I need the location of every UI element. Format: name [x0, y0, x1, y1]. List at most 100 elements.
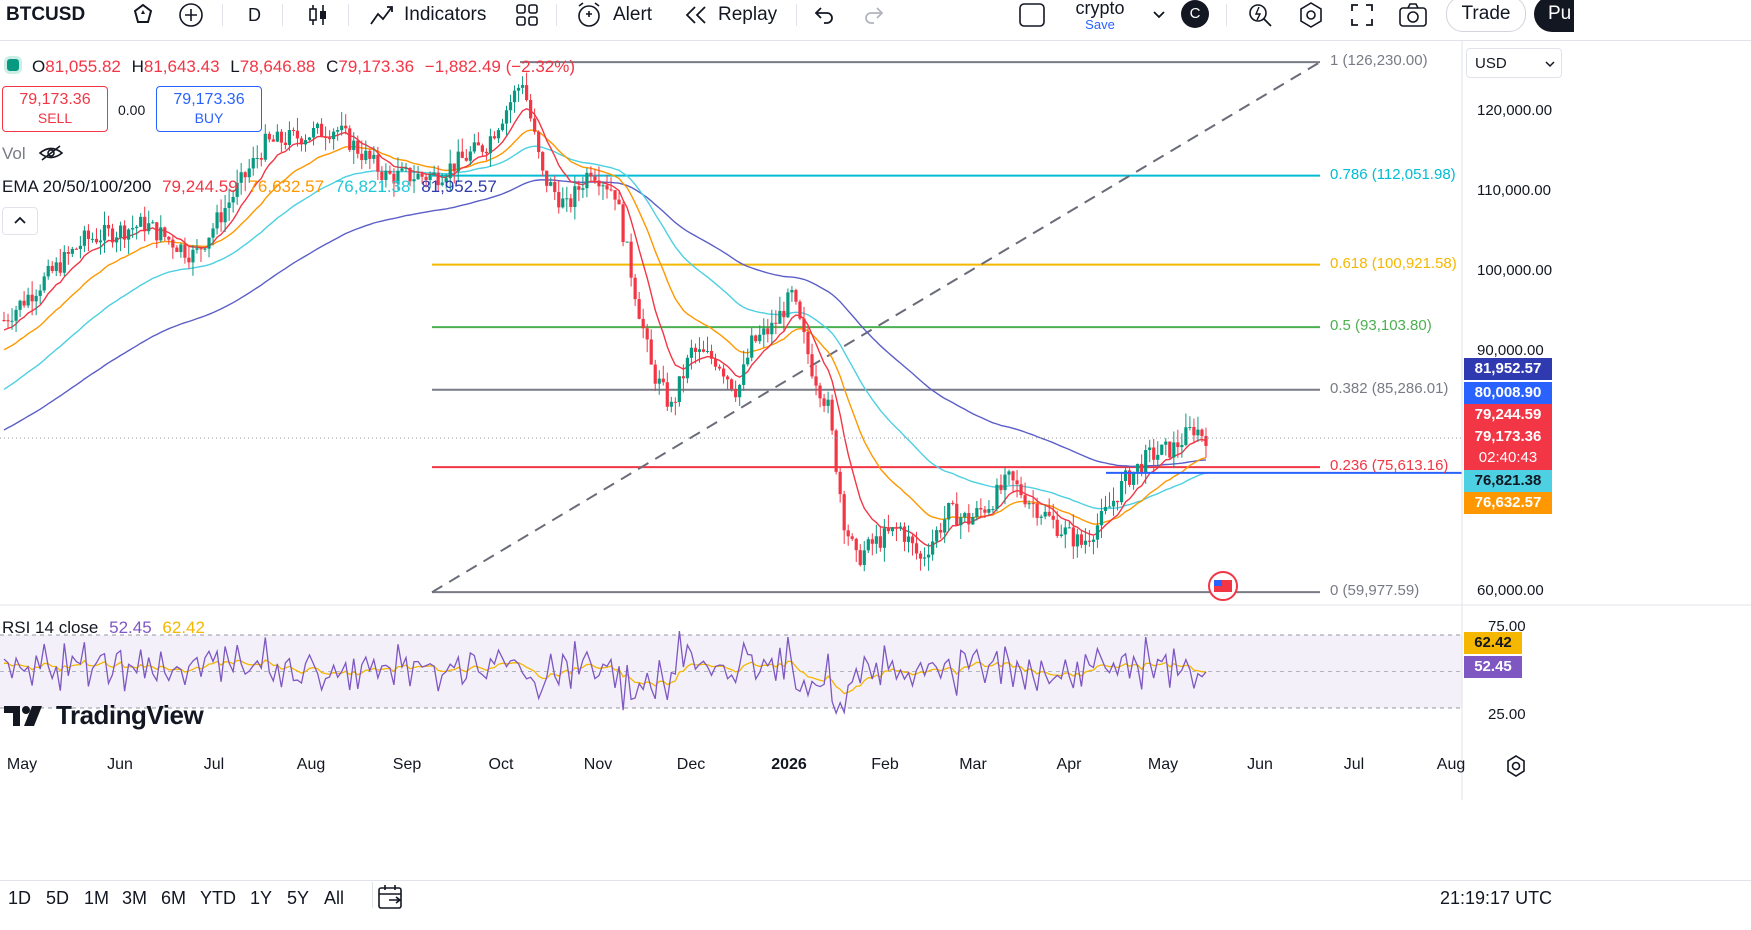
- candle-body: [428, 174, 432, 180]
- candle-body: [910, 536, 915, 544]
- chart-area[interactable]: O81,055.82 H81,643.43 L78,646.88 C79,173…: [0, 40, 1751, 929]
- candle-body: [802, 318, 806, 333]
- interval-button[interactable]: D: [248, 4, 261, 25]
- indicators-icon: [370, 6, 393, 25]
- candle-body: [685, 357, 689, 379]
- quick-search-icon[interactable]: [1246, 0, 1274, 30]
- camera-icon[interactable]: [1398, 0, 1428, 30]
- go-to-date-icon[interactable]: [376, 883, 406, 916]
- candle-body: [1031, 503, 1035, 505]
- layout-icon[interactable]: [1018, 0, 1046, 30]
- range-button[interactable]: 3M: [122, 888, 148, 908]
- time-axis-label: Jul: [1343, 756, 1365, 773]
- candles-type-icon[interactable]: [306, 0, 330, 30]
- indicators-button[interactable]: Indicators: [368, 0, 486, 30]
- candle-body: [1043, 511, 1047, 517]
- publish-button[interactable]: Pu: [1534, 0, 1574, 32]
- chart-canvas[interactable]: [0, 40, 1751, 929]
- candle-body: [935, 530, 939, 542]
- fib-level-label: 0.618 (100,921.58): [1330, 254, 1457, 272]
- candle-body: [1119, 481, 1124, 503]
- candle-body: [179, 244, 183, 253]
- candle-body: [10, 320, 14, 322]
- price-axis-label: 110,000.00: [1477, 182, 1551, 199]
- candle-body: [633, 277, 637, 300]
- trade-button[interactable]: Trade: [1446, 0, 1526, 32]
- candle-body: [235, 182, 239, 197]
- candle-body: [207, 237, 211, 249]
- volume-legend[interactable]: Vol: [2, 144, 64, 164]
- candle-body: [529, 100, 533, 119]
- candle-body: [1200, 429, 1204, 437]
- candle-body: [94, 238, 99, 243]
- replay-button[interactable]: Replay: [684, 0, 777, 30]
- candle-body: [191, 249, 195, 263]
- candle-body: [573, 186, 577, 207]
- templates-icon[interactable]: [514, 0, 540, 30]
- undo-icon[interactable]: [812, 0, 836, 30]
- fullscreen-icon[interactable]: [1349, 0, 1375, 30]
- redo-icon[interactable]: [862, 0, 886, 30]
- layout-name: crypto: [1075, 0, 1125, 18]
- tradingview-logo-icon: [4, 705, 42, 726]
- candle-body: [38, 290, 42, 296]
- price-axis-label: 60,000.00: [1477, 582, 1544, 599]
- eye-hidden-icon[interactable]: [38, 144, 64, 162]
- candle-body: [971, 517, 975, 525]
- candle-body: [315, 123, 320, 129]
- candle-body: [959, 517, 963, 526]
- collapse-legend-button[interactable]: [2, 207, 38, 235]
- candle-body: [1156, 454, 1160, 460]
- candle-body: [577, 186, 581, 190]
- chevron-down-icon[interactable]: [1152, 0, 1166, 30]
- candle-body: [882, 528, 886, 548]
- candle-body: [862, 550, 866, 565]
- candle-body: [750, 335, 754, 358]
- ema-label: EMA 20/50/100/200: [2, 177, 152, 196]
- avatar[interactable]: C: [1181, 0, 1209, 28]
- candle-body: [436, 172, 440, 186]
- range-button[interactable]: 5Y: [287, 888, 310, 908]
- layout-save-button[interactable]: crypto Save: [1066, 0, 1134, 32]
- candle-body: [1055, 519, 1059, 536]
- tradingview-logo[interactable]: TradingView: [4, 700, 204, 731]
- candle-body: [468, 151, 472, 161]
- candle-body: [303, 140, 308, 145]
- range-button[interactable]: 1Y: [250, 888, 273, 908]
- alert-button[interactable]: Alert: [575, 0, 652, 30]
- settings-icon[interactable]: [1297, 0, 1325, 30]
- axis-settings-icon[interactable]: [1504, 754, 1528, 783]
- candle-body: [1083, 540, 1087, 545]
- replay-label: Replay: [718, 4, 778, 25]
- candle-body: [360, 153, 364, 161]
- candle-body: [22, 300, 26, 306]
- candle-body: [227, 202, 231, 209]
- symbol-search[interactable]: BTCUSD: [6, 4, 86, 25]
- compare-add-icon[interactable]: [178, 0, 204, 30]
- candle-body: [854, 538, 858, 551]
- ema20-value: 79,244.59: [162, 177, 238, 196]
- candle-body: [1087, 540, 1091, 542]
- range-button[interactable]: 6M: [161, 888, 187, 908]
- candle-body: [1003, 474, 1007, 491]
- rsi-legend: RSI 14 close 52.45 62.42: [2, 618, 205, 638]
- candle-body: [641, 318, 645, 329]
- range-button[interactable]: 1D: [8, 888, 32, 908]
- candle-body: [601, 185, 605, 187]
- utc-clock[interactable]: 21:19:17 UTC: [1440, 888, 1553, 908]
- range-button[interactable]: YTD: [200, 888, 236, 908]
- range-button[interactable]: All: [324, 888, 345, 908]
- candle-body: [492, 136, 497, 139]
- currency-select[interactable]: USD: [1466, 48, 1562, 78]
- favorite-icon[interactable]: [130, 0, 156, 30]
- candle-body: [155, 222, 159, 241]
- candle-body: [561, 198, 565, 208]
- candlesticks: [2, 72, 1208, 572]
- buy-button[interactable]: 79,173.36 BUY: [156, 86, 262, 132]
- range-button[interactable]: 5D: [46, 888, 70, 908]
- range-button[interactable]: 1M: [84, 888, 110, 908]
- candle-body: [713, 358, 718, 367]
- candle-body: [597, 180, 601, 187]
- sell-button[interactable]: 79,173.36 SELL: [2, 86, 108, 132]
- candle-body: [199, 248, 203, 250]
